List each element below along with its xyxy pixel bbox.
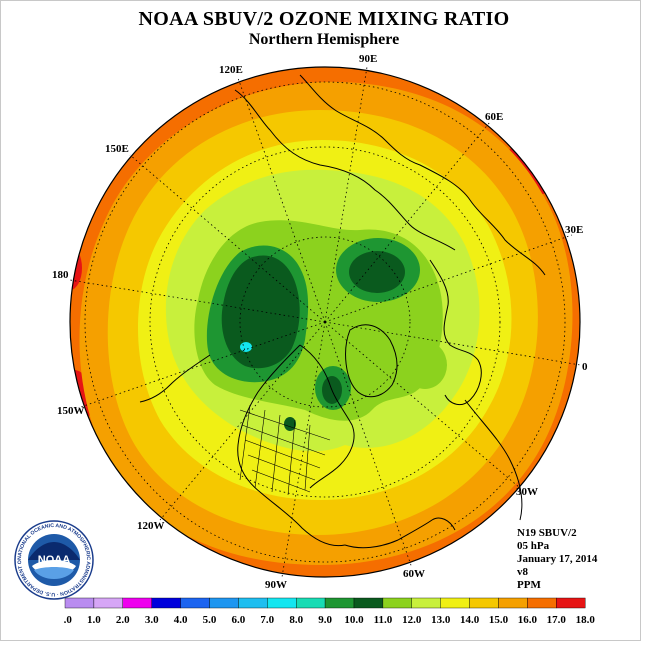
legend-tick-label: 9.0: [318, 614, 332, 626]
legend-tick-label: 16.0: [518, 614, 538, 626]
legend-swatch: [93, 597, 123, 609]
legend-tick-label: 0.0: [64, 614, 72, 626]
legend-swatches: [64, 597, 586, 609]
coastlines: [139, 74, 546, 549]
legend-swatch: [382, 597, 412, 609]
coast-alaska: [139, 354, 211, 403]
legend-swatch: [209, 597, 239, 609]
band-11-east: [403, 341, 447, 389]
legend-swatch: [353, 597, 384, 609]
noaa-logo: NATIONAL OCEANIC AND ATMOSPHERIC ADMINIS…: [14, 520, 94, 600]
meridian-60e: [324, 121, 491, 323]
legend-swatch: [556, 597, 586, 609]
legend-tick-label: 17.0: [547, 614, 567, 626]
info-units: PPM: [517, 579, 541, 591]
legend-tick-label: 1.0: [87, 614, 101, 626]
coast-africa: [464, 399, 523, 521]
lon-label-60w: 60W: [403, 568, 425, 580]
legend-swatch: [498, 597, 528, 609]
lon-label-150e: 150E: [105, 143, 129, 155]
legend-swatch: [238, 597, 268, 609]
lon-label-30e: 30E: [565, 224, 583, 236]
meridian-150w: [77, 321, 326, 409]
logo-text: NOAA: [38, 554, 70, 566]
coast-europe: [429, 259, 482, 406]
legend-tick-label: 7.0: [260, 614, 274, 626]
legend-swatch: [324, 597, 355, 609]
legend-tick-label: 12.0: [402, 614, 422, 626]
legend-tick-label: 6.0: [232, 614, 246, 626]
lon-label-90w: 90W: [265, 579, 287, 591]
legend-tick-label: 11.0: [374, 614, 393, 626]
band-17-west-a: [70, 246, 82, 290]
legend-tick-label: 5.0: [203, 614, 217, 626]
lon-label-180: 180: [52, 269, 69, 281]
figure-title: NOAA SBUV/2 OZONE MIXING RATIO: [138, 8, 510, 30]
info-date: January 17, 2014: [517, 553, 598, 565]
info-block: N19 SBUV/2 05 hPa January 17, 2014 v8 PP…: [517, 527, 597, 592]
band-10d: [349, 251, 405, 293]
coast-greenland: [345, 324, 398, 398]
legend-tick-label: 18.0: [576, 614, 596, 626]
legend-tick-labels: 0.0 1.0 2.0 3.0 4.0 5.0 6.0 7.0 8.0 9.0 10.0 11.0 12…: [64, 614, 595, 626]
legend-tick-label: 3.0: [145, 614, 159, 626]
lon-label-60e: 60E: [485, 111, 503, 123]
lon-label-30w: 30W: [516, 486, 538, 498]
latitude-circle-0: [84, 81, 566, 563]
legend-tick-label: 13.0: [431, 614, 451, 626]
longitude-labels: 90E 60E 30E 0 30W 60W 90W 120W 150W 180 …: [52, 53, 588, 591]
legend-tick-label: 14.0: [460, 614, 480, 626]
figure-subtitle: Northern Hemisphere: [248, 31, 400, 48]
info-satellite: N19 SBUV/2: [517, 527, 577, 539]
figure-frame: [0, 0, 641, 641]
legend-tick-label: 15.0: [489, 614, 509, 626]
legend-swatch: [122, 597, 152, 609]
info-version: v8: [517, 566, 528, 578]
coast-south-america: [344, 517, 456, 549]
us-states-grid: [239, 404, 331, 496]
lon-label-0: 0: [582, 361, 588, 373]
band-7: [240, 342, 252, 352]
coast-north-america: [237, 344, 355, 547]
coast-asia: [234, 74, 546, 276]
legend-swatch: [64, 597, 95, 609]
map-boundary: [69, 66, 581, 578]
legend-tick-label: 8.0: [289, 614, 303, 626]
legend-swatch: [440, 597, 470, 609]
legend-tick-label: 10.0: [344, 614, 364, 626]
legend-swatch: [527, 597, 557, 609]
legend-tick-label: 2.0: [116, 614, 130, 626]
lon-label-150w: 150W: [57, 405, 85, 417]
legend-tick-label: 4.0: [174, 614, 188, 626]
legend-swatch: [180, 597, 210, 609]
legend-swatch: [267, 597, 297, 609]
latitude-circle-30: [149, 146, 501, 498]
lon-label-120e: 120E: [219, 64, 243, 76]
lon-label-120w: 120W: [137, 520, 165, 532]
graticule: [69, 66, 581, 578]
meridian-30e: [324, 234, 573, 323]
info-level: 05 hPa: [517, 540, 550, 552]
legend-swatch: [411, 597, 441, 609]
legend-swatch: [151, 597, 181, 609]
legend-swatch: [295, 597, 326, 609]
meridian-60w: [324, 321, 413, 569]
legend-swatch: [469, 597, 499, 609]
lon-label-90e: 90E: [359, 53, 377, 65]
color-legend: 0.0 1.0 2.0 3.0 4.0 5.0 6.0 7.0 8.0 9.0 10.0 11.0 12…: [64, 597, 595, 626]
latitude-circle-60: [239, 236, 411, 408]
